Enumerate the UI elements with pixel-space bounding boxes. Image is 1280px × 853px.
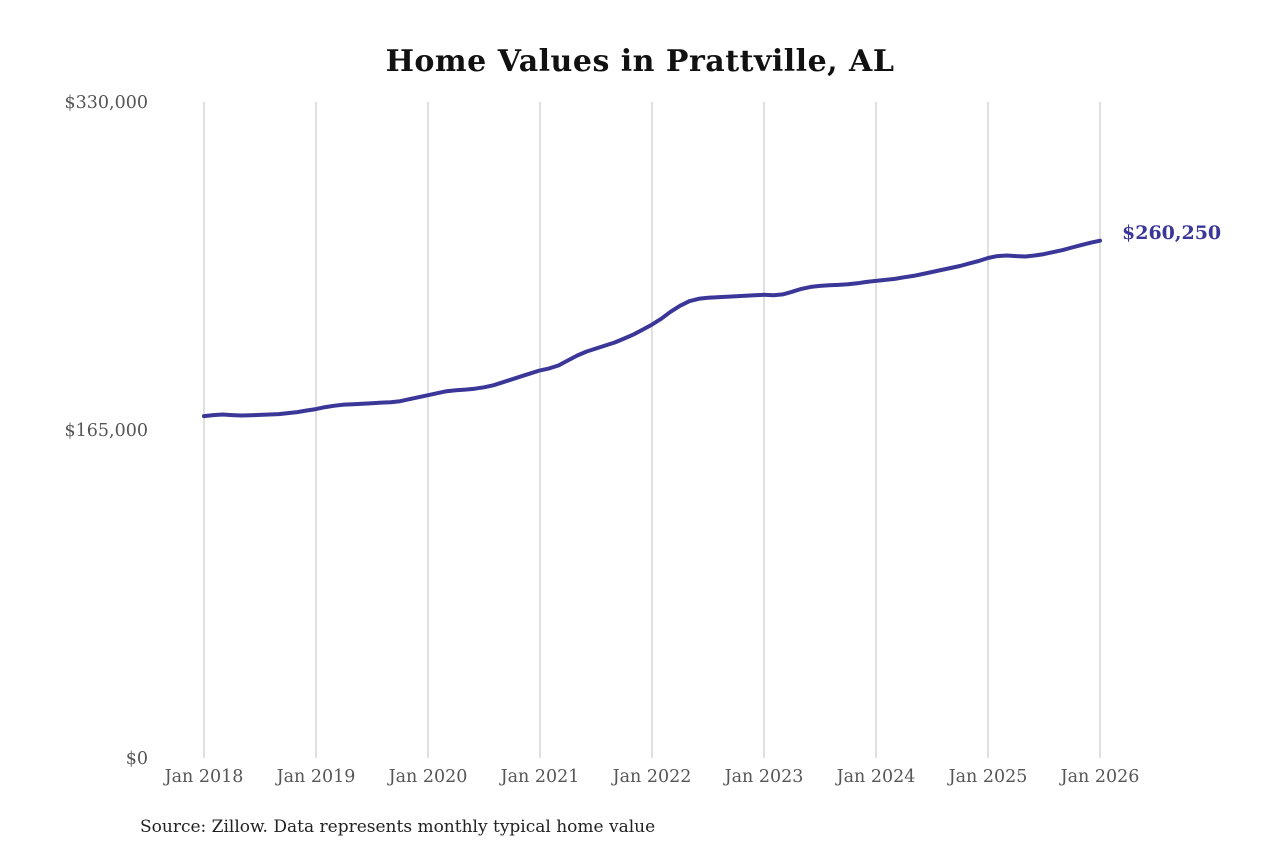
x-tick-label: Jan 2019 [275,767,356,787]
y-tick-label: $330,000 [64,93,148,113]
x-tick-label: Jan 2026 [1059,767,1140,787]
x-tick-label: Jan 2023 [723,767,804,787]
source-note: Source: Zillow. Data represents monthly … [140,817,656,837]
x-tick-label: Jan 2022 [611,767,692,787]
x-tick-label: Jan 2020 [387,767,468,787]
x-tick-label: Jan 2025 [947,767,1028,787]
x-tick-label: Jan 2018 [163,767,244,787]
x-tick-label: Jan 2024 [835,767,916,787]
end-value-label: $260,250 [1122,222,1222,244]
y-tick-label: $165,000 [64,421,148,441]
y-tick-label: $0 [126,749,148,769]
x-tick-label: Jan 2021 [499,767,580,787]
value-line [202,238,1102,419]
chart-title: Home Values in Prattville, AL [385,44,895,79]
